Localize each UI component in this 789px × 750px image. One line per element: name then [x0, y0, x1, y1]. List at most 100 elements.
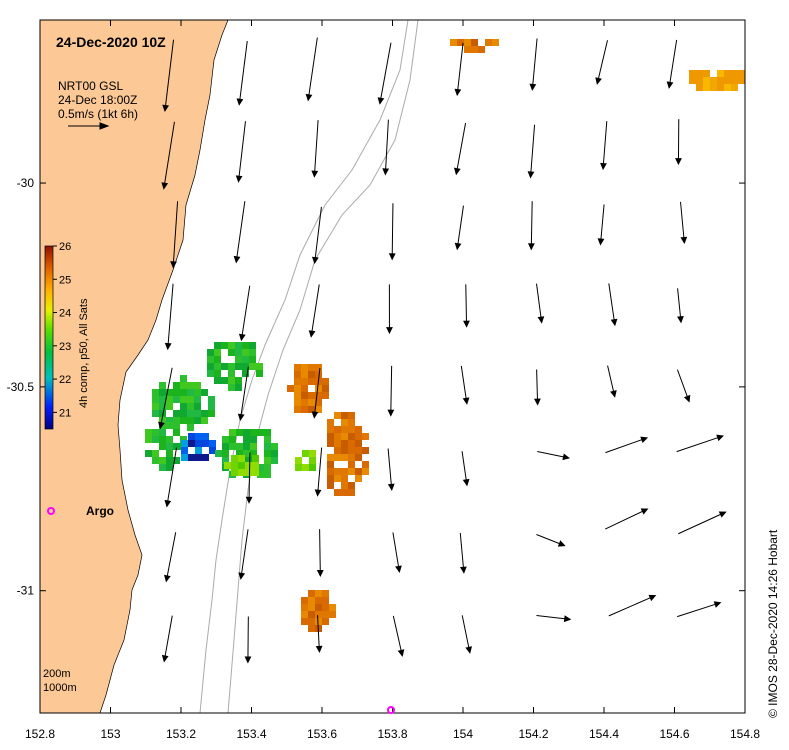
sst-pixel: [228, 377, 235, 384]
sst-pixel: [315, 590, 322, 597]
sst-pixel: [173, 417, 180, 424]
sst-pixel: [181, 454, 188, 461]
sst-pixel: [195, 454, 202, 461]
sst-pixel: [334, 468, 341, 475]
sst-pixel: [315, 406, 322, 413]
sst-pixel: [464, 46, 471, 53]
sst-pixel: [166, 396, 173, 403]
sst-pixel: [355, 454, 362, 461]
current-arrow-head: [610, 390, 617, 398]
sst-pixel: [334, 454, 341, 461]
sst-pixel: [724, 70, 731, 77]
sst-pixel: [348, 440, 355, 447]
current-arrow-head: [164, 342, 172, 351]
sst-pixel: [235, 356, 242, 363]
sst-pixel: [249, 342, 256, 349]
sst-pixel: [159, 403, 166, 410]
sst-pixel: [188, 433, 195, 440]
current-arrow-head: [597, 238, 605, 246]
sst-pixel: [308, 378, 315, 385]
sst-pixel: [242, 342, 249, 349]
current-arrow-head: [537, 316, 545, 324]
sst-pixel: [264, 464, 271, 471]
lon-tick-label: 154: [453, 727, 473, 741]
sst-pixel: [264, 471, 271, 478]
sst-pixel: [717, 77, 724, 84]
sst-pixel: [209, 440, 216, 447]
sst-pixel: [271, 443, 278, 450]
lon-axis: 152.8 153 153.2 153.4 153.6 153.8 154 154.2 154.…: [25, 20, 760, 741]
sst-pixel: [166, 422, 173, 429]
sst-pixel: [689, 77, 696, 84]
current-arrow: [163, 121, 175, 189]
sst-pixel: [703, 70, 710, 77]
current-arrow: [531, 38, 538, 90]
sst-pixel: [309, 450, 316, 457]
lon-tick-label: 153: [100, 727, 120, 741]
sst-pixel: [152, 389, 159, 396]
sst-pixel: [301, 611, 308, 618]
current-arrow-head: [162, 104, 169, 113]
sst-pixel: [271, 457, 278, 464]
current-arrow-head: [640, 436, 649, 444]
sst-pixel: [334, 433, 341, 440]
sst-pixel: [222, 450, 229, 457]
sst-pixel: [228, 370, 235, 377]
sst-pixel: [194, 417, 201, 424]
sst-pixel: [228, 349, 235, 356]
current-arrow: [238, 40, 248, 105]
sst-pixel: [301, 604, 308, 611]
lon-tick-label: 154.6: [659, 727, 689, 741]
sst-pixel: [315, 618, 322, 625]
current-arrow: [455, 122, 467, 175]
current-arrow-head: [305, 93, 313, 102]
lon-tick-label: 154.8: [730, 727, 760, 741]
sst-pixel: [341, 412, 348, 419]
sst-pixel: [238, 469, 245, 476]
sst-pixel: [471, 39, 478, 46]
sst-pixel: [301, 406, 308, 413]
sst-pixel: [245, 469, 252, 476]
legend-time: 24-Dec 18:00Z: [58, 93, 137, 107]
sst-pixel: [348, 482, 355, 489]
sst-pixel: [308, 406, 315, 413]
current-arrow: [536, 283, 543, 323]
sst-pixel: [301, 385, 308, 392]
sst-pixel: [492, 39, 499, 46]
current-arrow-head: [465, 646, 473, 654]
current-arrow-head: [683, 394, 691, 403]
sst-pixel: [208, 403, 215, 410]
current-arrow-head: [395, 565, 402, 573]
current-arrow-head: [529, 83, 537, 91]
sst-pixel: [334, 412, 341, 419]
sst-pixel: [243, 436, 250, 443]
current-arrow: [310, 284, 320, 337]
sst-pixel: [231, 469, 238, 476]
sst-pixel: [450, 39, 457, 46]
sst-pixel: [327, 461, 334, 468]
sst-pixel: [703, 84, 710, 91]
sst-pixel: [145, 436, 152, 443]
sst-pixel: [214, 370, 221, 377]
sst-pixel: [249, 349, 256, 356]
current-arrow-head: [454, 88, 462, 97]
current-arrow: [391, 203, 394, 260]
current-arrow-head: [527, 243, 535, 251]
sst-pixel: [145, 450, 152, 457]
current-arrow-head: [557, 540, 566, 547]
sst-pixel: [308, 625, 315, 632]
sst-pixel: [194, 403, 201, 410]
sst-pixel: [221, 363, 228, 370]
sst-pixel: [724, 77, 731, 84]
sst-pixel: [152, 396, 159, 403]
current-arrow-head: [680, 236, 688, 245]
depth-contour-200m: [199, 20, 409, 713]
sst-pixel: [159, 443, 166, 450]
sst-pixel: [322, 590, 329, 597]
sst-pixel: [222, 436, 229, 443]
current-arrow-head: [534, 398, 541, 406]
sst-pixel: [188, 440, 195, 447]
current-arrow-head: [238, 333, 246, 342]
current-arrow: [248, 452, 251, 503]
sst-pixel: [173, 429, 180, 436]
